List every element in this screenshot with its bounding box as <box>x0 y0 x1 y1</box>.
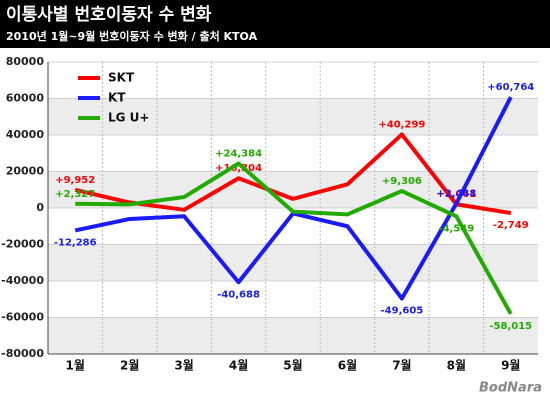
watermark: BodNara <box>479 381 542 396</box>
y-tick-label: 40000 <box>6 128 45 141</box>
series-line <box>75 161 513 315</box>
value-label: +2,061 <box>436 189 476 200</box>
x-tick-label: 3월 <box>174 358 193 373</box>
value-label: -40,688 <box>217 289 260 300</box>
grid-band <box>48 244 538 281</box>
x-tick-label: 4월 <box>229 358 248 373</box>
value-label: -58,015 <box>489 321 532 332</box>
x-tick-label: 8월 <box>447 358 466 373</box>
y-tick-label: 60000 <box>6 92 45 105</box>
grid-band <box>48 98 538 135</box>
value-label: -2,749 <box>493 220 529 231</box>
legend-label: KT <box>108 91 126 105</box>
value-label: +40,299 <box>378 119 425 130</box>
x-tick-label: 9월 <box>501 358 520 373</box>
chart-title: 이통사별 번호이동자 수 변화 <box>6 5 212 25</box>
series-line <box>74 132 512 215</box>
grid-band <box>48 317 538 354</box>
x-tick-label: 5월 <box>283 358 302 373</box>
legend-label: SKT <box>108 71 135 85</box>
x-tick-label: 2월 <box>120 358 139 373</box>
value-label: +9,306 <box>382 176 422 187</box>
x-tick-label: 1월 <box>66 358 85 373</box>
value-label: -49,605 <box>381 306 424 317</box>
header-bar <box>0 0 550 48</box>
value-label: -12,286 <box>54 237 97 248</box>
x-tick-label: 7월 <box>392 358 411 373</box>
value-label: -4,549 <box>438 223 474 234</box>
y-tick-label: -40000 <box>1 274 44 287</box>
y-tick-label: 0 <box>36 201 44 214</box>
y-tick-label: -20000 <box>1 238 44 251</box>
value-label: +9,952 <box>55 175 95 186</box>
y-tick-label: 80000 <box>6 55 45 68</box>
y-tick-label: -60000 <box>1 311 44 324</box>
value-label: +60,764 <box>487 82 534 93</box>
chart-subtitle: 2010년 1월~9월 번호이동자 수 변화 / 출처 KTOA <box>6 29 258 43</box>
legend-label: LG U+ <box>108 111 149 125</box>
value-label: +24,384 <box>215 148 262 159</box>
y-tick-label: -80000 <box>1 347 44 360</box>
value-label: +2,448 <box>436 189 476 200</box>
value-label: +16,304 <box>215 163 262 174</box>
x-tick-label: 6월 <box>338 358 357 373</box>
value-label: +2,327 <box>55 189 95 200</box>
y-tick-label: 20000 <box>6 165 45 178</box>
